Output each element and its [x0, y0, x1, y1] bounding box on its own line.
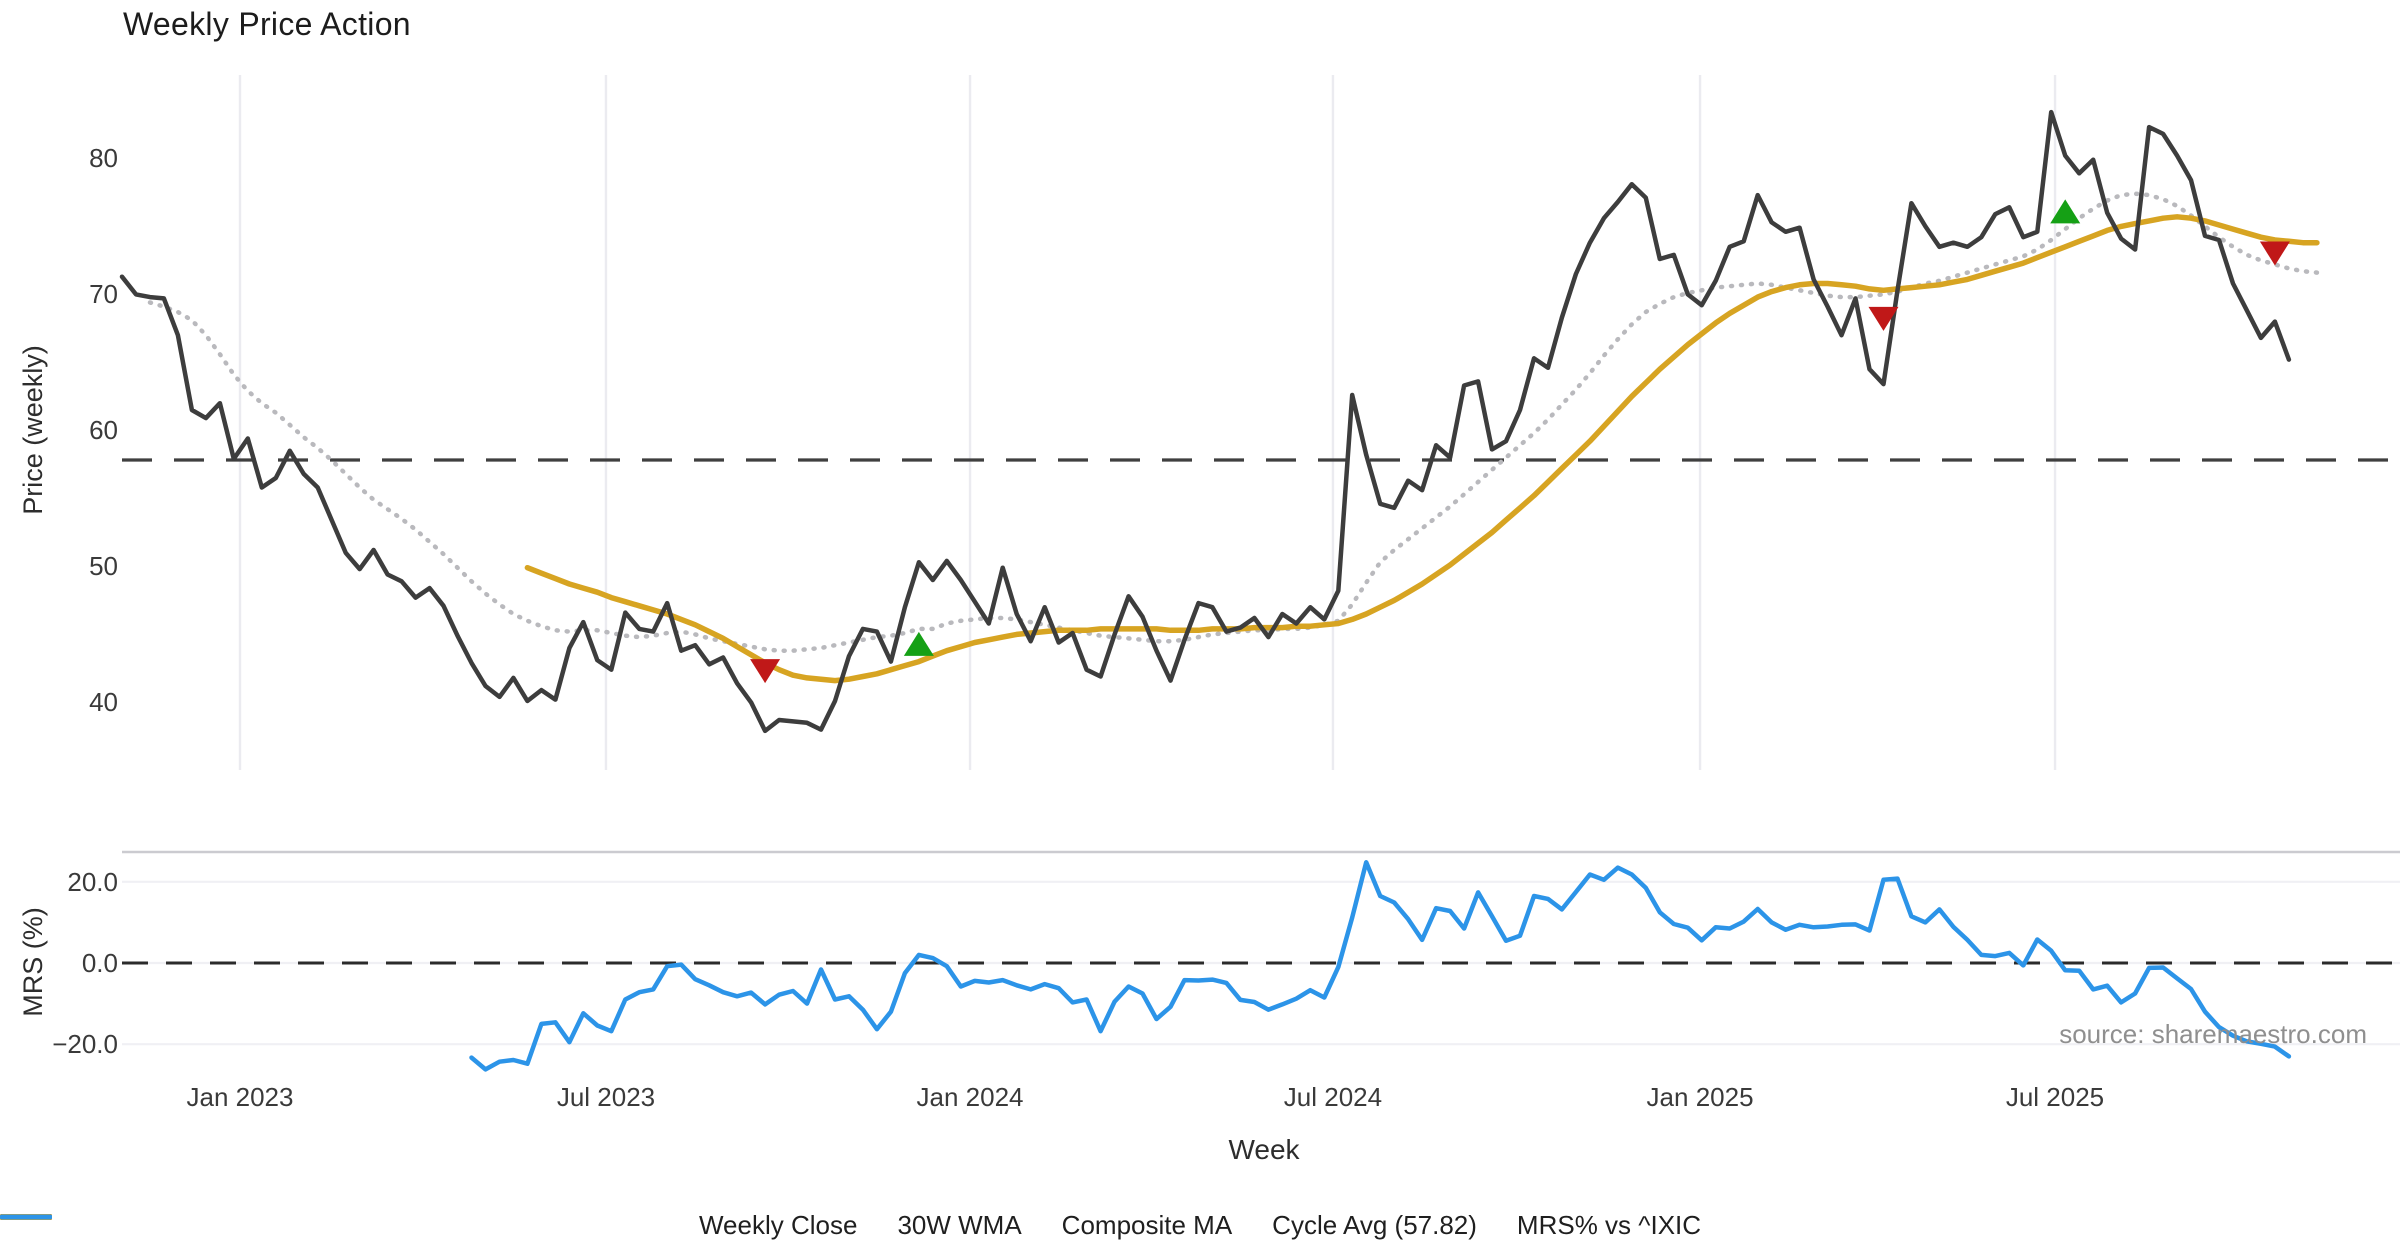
legend-label: 30W WMA	[897, 1210, 1022, 1240]
sell-signal-marker	[1868, 306, 1899, 331]
xtick-jan-2023: Jan 2023	[186, 1082, 294, 1112]
sell-signal-marker	[750, 659, 781, 684]
x-axis-title: Week	[1228, 1134, 1300, 1165]
buy-signal-marker	[2050, 199, 2081, 224]
weekly-close-line	[119, 109, 2292, 734]
price-ytick-50: 50	[89, 551, 118, 582]
xtick-jul-2024: Jul 2024	[1283, 1082, 1383, 1112]
sell-signal-marker	[2259, 241, 2290, 266]
mrs-ytick--20: −20.0	[52, 1029, 118, 1060]
legend-label: Cycle Avg (57.82)	[1272, 1210, 1477, 1240]
xtick-jan-2025: Jan 2025	[1646, 1082, 1754, 1112]
legend-item-1: 30W WMA	[0, 1210, 1022, 1241]
xtick-jul-2023: Jul 2023	[556, 1082, 656, 1112]
source-credit: source: sharemaestro.com	[2059, 1019, 2367, 1049]
wma-line	[524, 214, 2320, 684]
legend-label: Weekly Close	[698, 1210, 858, 1240]
chart-legend: Weekly Close 30W WMA Composite MA Cycle Avg…	[0, 1210, 2400, 1241]
legend-item-3: Cycle Avg (57.82)	[2, 1210, 1477, 1241]
xtick-jul-2025: Jul 2025	[2005, 1082, 2105, 1112]
legend-label: Composite MA	[1061, 1210, 1233, 1240]
buy-signal-marker	[903, 631, 934, 656]
legend-label: MRS% vs ^IXIC	[1516, 1210, 1702, 1240]
legend-swatch-solid	[0, 1214, 52, 1220]
legend-item-4: MRS% vs ^IXIC	[0, 1210, 1702, 1241]
mrs-line	[469, 860, 2292, 1072]
price-ytick-70: 70	[89, 279, 118, 310]
xtick-jan-2024: Jan 2024	[916, 1082, 1024, 1112]
price-ytick-80: 80	[89, 143, 118, 174]
mrs-ytick-0: 0.0	[81, 948, 118, 978]
composite-ma-line	[147, 191, 2320, 653]
mrs-ytick-20: 20.0	[67, 866, 118, 897]
price-ytick-60: 60	[89, 415, 118, 446]
chart-title: Weekly Price Action	[123, 6, 411, 42]
legend-item-2: Composite MA	[0, 1210, 1233, 1241]
price-ytick-40: 40	[89, 687, 118, 718]
legend-item-0: Weekly Close	[0, 1210, 858, 1241]
